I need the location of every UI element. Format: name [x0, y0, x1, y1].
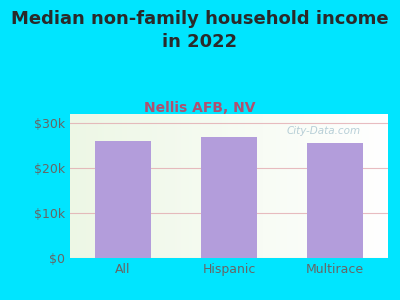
- Bar: [202, 136, 256, 258]
- Text: City-Data.com: City-Data.com: [286, 126, 360, 136]
- Bar: [308, 143, 362, 258]
- Text: Median non-family household income
in 2022: Median non-family household income in 20…: [11, 11, 389, 51]
- Text: Nellis AFB, NV: Nellis AFB, NV: [144, 100, 256, 115]
- Bar: [96, 141, 150, 258]
